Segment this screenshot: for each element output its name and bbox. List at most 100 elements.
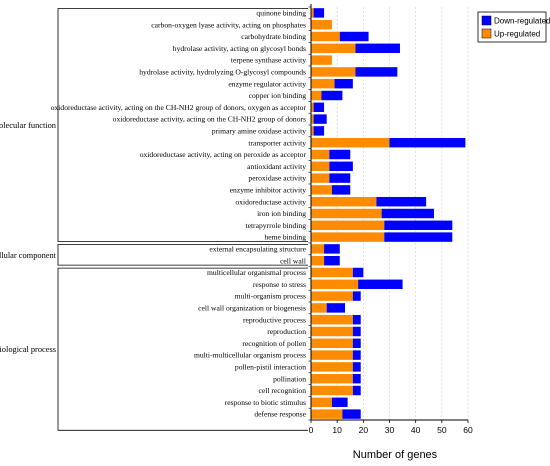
bar-up	[311, 114, 314, 124]
group-label: Molecular function	[0, 121, 57, 130]
bar-down	[313, 102, 325, 113]
legend-label-up: Up-regulated	[494, 30, 540, 39]
category-label: antioxidant activity	[247, 162, 306, 171]
bar-up	[311, 373, 353, 384]
x-tick-label: 10	[332, 425, 342, 435]
category-label: cell wall	[280, 256, 306, 265]
bar-up	[311, 314, 353, 325]
x-tick-label: 20	[359, 425, 369, 435]
bar-down	[384, 220, 453, 231]
category-label: carbon-oxygen lyase activity, acting on …	[151, 20, 306, 29]
bar-down	[313, 114, 327, 124]
x-ticks: 0 10 20 30 40 50 60	[309, 420, 473, 435]
bar-up	[311, 232, 385, 242]
bar-down	[352, 267, 364, 278]
bar-up	[311, 303, 327, 313]
bar-down	[352, 373, 361, 384]
category-label: oxidoreductase activity, acting on the C…	[51, 103, 307, 112]
bar-down	[355, 43, 400, 54]
bar-up	[311, 338, 353, 349]
bar-down	[326, 303, 346, 313]
bar-down	[324, 244, 340, 254]
bar-up	[311, 397, 332, 408]
category-label: cell wall organization or biogenesis	[198, 304, 306, 313]
bar-down	[331, 397, 348, 408]
bar-up	[311, 8, 314, 18]
bar-down	[352, 338, 361, 349]
bar-down	[358, 279, 403, 290]
category-label: hydrolase activity, hydrolyzing O-glycos…	[139, 68, 306, 77]
bar-down	[342, 409, 361, 419]
category-label: heme binding	[264, 233, 306, 242]
group-bracket	[57, 8, 308, 242]
category-label: primary amine oxidase activity	[212, 127, 306, 136]
bar-up	[311, 267, 353, 278]
category-label: quinone binding	[256, 9, 306, 18]
bar-up	[311, 19, 332, 30]
bar-up	[311, 31, 340, 42]
category-label: cell recognition	[259, 386, 307, 395]
bar-down	[352, 291, 361, 301]
legend: Down-regulated Up-regulated	[477, 11, 550, 43]
bar-down	[381, 208, 434, 219]
legend-swatch-down	[481, 15, 492, 26]
bar-down	[352, 385, 361, 396]
x-tick-label: 40	[411, 425, 421, 435]
bar-up	[311, 126, 314, 136]
bar-up	[311, 385, 353, 396]
bar-up	[311, 102, 314, 113]
category-label: enzyme inhibitor activity	[230, 186, 307, 195]
group-bracket	[57, 244, 308, 266]
bar-up	[311, 78, 335, 89]
category-label: multicellular organismal process	[207, 268, 306, 277]
category-label: oxidoreductase activity	[235, 197, 306, 206]
bar-down	[321, 90, 343, 101]
bar-down	[313, 126, 325, 136]
category-label: reproduction	[267, 327, 306, 336]
bar-up	[311, 173, 330, 183]
category-label: recognition of pollen	[242, 339, 306, 348]
group-brackets	[57, 8, 308, 431]
group-label: Cellular component	[0, 251, 57, 260]
group-labels: Molecular function Cellular component Biol…	[0, 121, 57, 354]
bar-down	[331, 185, 351, 195]
category-label: peroxidase activity	[248, 174, 306, 183]
bar-down	[329, 161, 353, 172]
bar-down	[352, 350, 361, 360]
bar-up	[311, 244, 325, 254]
bar-up	[311, 149, 330, 160]
legend-swatch-up	[481, 28, 492, 39]
category-label: carbohydrate binding	[241, 32, 306, 41]
x-tick-label: 0	[309, 425, 314, 435]
category-label: pollination	[273, 374, 306, 383]
bar-down	[352, 326, 361, 337]
bar-up	[311, 326, 353, 337]
category-label: hydrolase activity, acting on glycosyl b…	[173, 44, 306, 53]
group-label: Biological process	[0, 345, 56, 354]
bar-up	[311, 196, 377, 207]
bar-down	[313, 8, 325, 18]
bar-up	[311, 161, 330, 172]
category-label: multi-organism process	[235, 292, 306, 301]
bar-down	[352, 314, 361, 325]
bar-up	[311, 255, 325, 266]
category-label: terpene synthase activity	[231, 56, 306, 65]
bar-down	[334, 78, 353, 89]
bar-down	[355, 67, 398, 77]
legend-label-down: Down-regulated	[494, 17, 550, 26]
bar-up	[311, 362, 353, 372]
x-tick-label: 50	[437, 425, 447, 435]
bar-up	[311, 409, 343, 419]
bars	[311, 8, 466, 419]
bar-down	[376, 196, 427, 207]
bar-down	[339, 31, 369, 42]
bar-up	[311, 137, 390, 148]
category-label: enzyme regulator activity	[228, 79, 306, 88]
x-tick-label: 30	[385, 425, 395, 435]
category-label: response to biotic stimulus	[225, 398, 306, 407]
bar-up	[311, 220, 385, 231]
bar-up	[311, 55, 332, 65]
category-label: oxidoreductase activity, acting on the C…	[113, 115, 306, 124]
bar-down	[329, 149, 351, 160]
